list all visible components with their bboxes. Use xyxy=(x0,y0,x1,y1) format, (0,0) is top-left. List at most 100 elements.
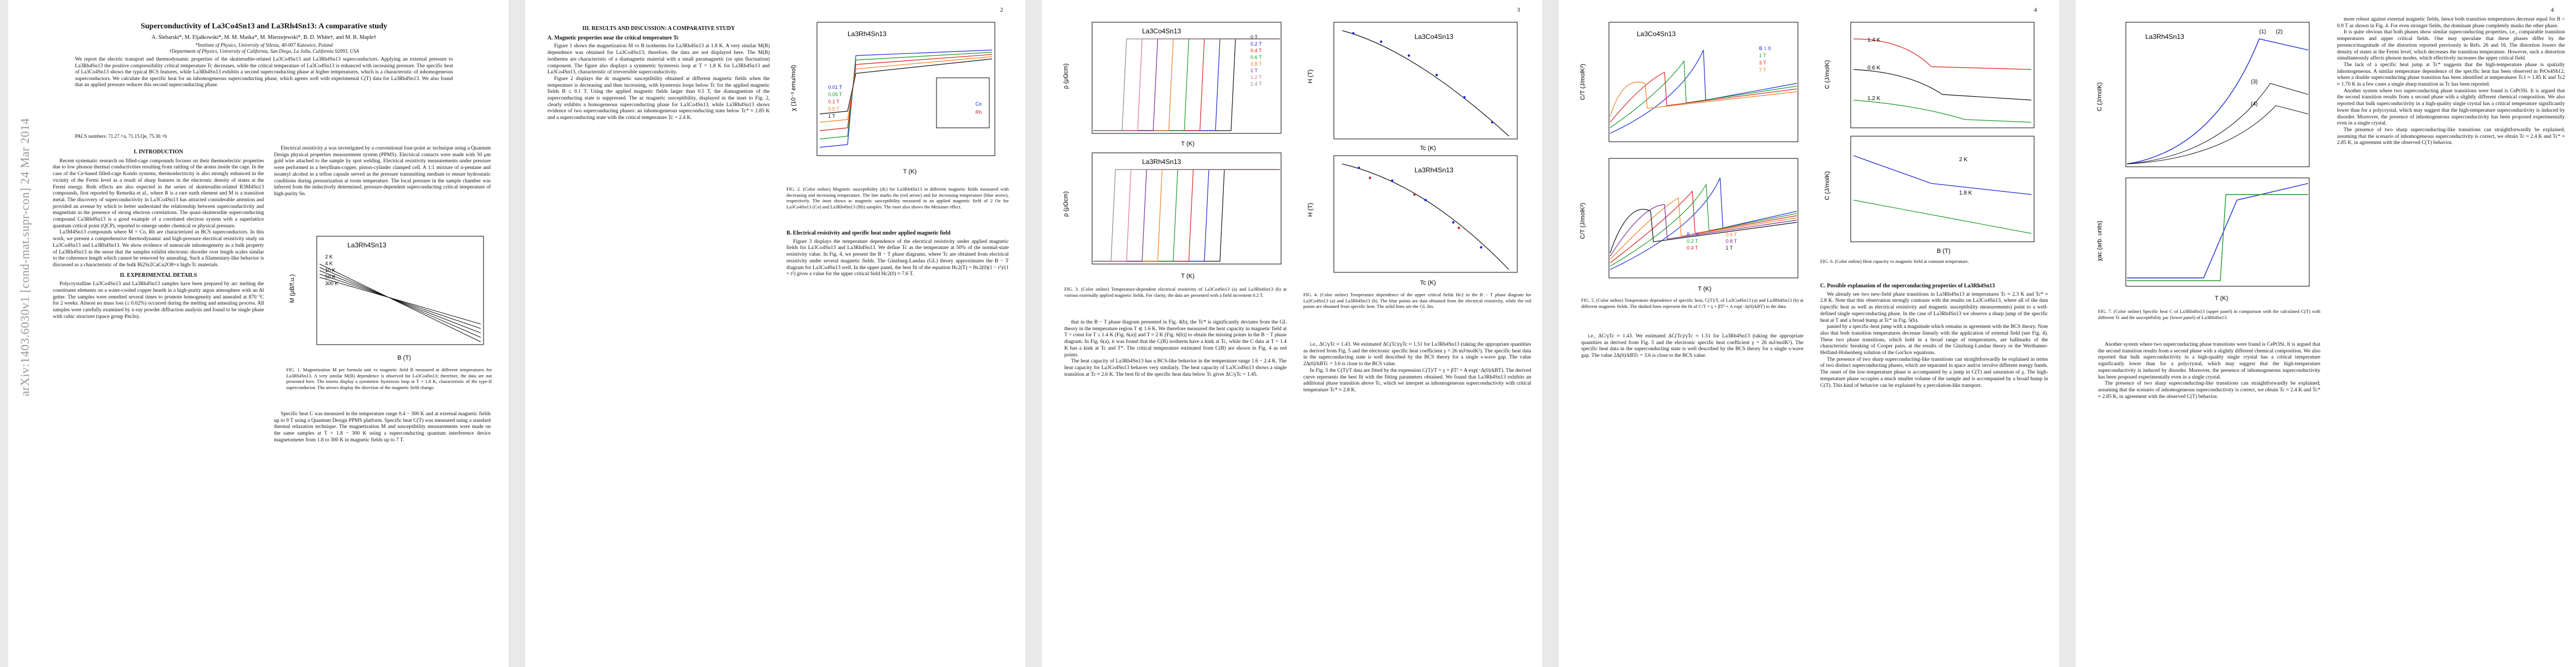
legend-item: 0.01 T xyxy=(828,84,843,90)
figure-5-caption: FIG. 5. (Color online) Temperature depen… xyxy=(1581,297,1803,309)
x-axis-label: T (K) xyxy=(1181,141,1194,147)
data-point xyxy=(1352,32,1355,35)
paragraph: Specific heat C was measured in the temp… xyxy=(274,411,491,443)
y-axis-label: ρ (μΩcm) xyxy=(1063,191,1069,217)
series-line xyxy=(1853,38,2032,70)
y-axis-label: ρ (μΩcm) xyxy=(1063,63,1069,89)
legend-item: 1.2 T xyxy=(1250,74,1262,80)
curve-label: 1.8 K xyxy=(1959,190,1972,196)
y-axis-label: χac (arb. units) xyxy=(2096,221,2103,261)
series-line xyxy=(2126,38,2309,165)
arxiv-stamp: arXiv:1403.6030v1 [cond-mat.supr-con] 24… xyxy=(18,118,32,396)
subsection-heading: B. Electrical resistivity and specific h… xyxy=(786,230,951,236)
legend-item: 1 T xyxy=(1726,245,1733,251)
data-point xyxy=(1413,193,1416,196)
column-left: III. RESULTS AND DISCUSSION: A COMPARATI… xyxy=(547,22,770,656)
section-heading: III. RESULTS AND DISCUSSION: A COMPARATI… xyxy=(582,26,735,32)
data-point xyxy=(1435,73,1438,77)
series-line xyxy=(1610,183,1797,267)
page-number: 3 xyxy=(1517,7,1521,13)
series-line xyxy=(2127,183,2309,278)
y-axis-label: H (T) xyxy=(1307,203,1314,217)
paragraph: panied by a specific-heat jump with a ma… xyxy=(1820,324,2048,356)
section-heading: II. EXPERIMENTAL DETAILS xyxy=(119,272,197,278)
column-left: that in the B − T phase diagram presente… xyxy=(1064,320,1287,656)
legend-item: 10 K xyxy=(325,267,336,273)
plot-frame xyxy=(316,236,484,345)
legend-a: B = 0 1 T 3 T 7 T xyxy=(1759,46,1771,73)
column-right-top: Electrical resistivity ρ was investigate… xyxy=(274,146,491,229)
x-axis-label: T (K) xyxy=(903,168,916,175)
data-point xyxy=(1407,54,1411,57)
figure-title: La3Rh4Sn13 xyxy=(848,30,886,38)
legend-item: 1 T xyxy=(1250,68,1258,73)
y-axis-label: M (μB/f.u.) xyxy=(289,274,296,303)
paragraph: We already see two new-field phase trans… xyxy=(1820,291,2048,323)
curve-label: (2) xyxy=(2276,29,2283,35)
series-line xyxy=(1093,169,1280,262)
figure-3-caption: FIG. 3. (Color online) Temperature-depen… xyxy=(1064,286,1287,298)
plot-frame-a xyxy=(1092,22,1282,134)
figure-4: La3Co4Sn13 La3Rh4Sn13 H (T) H (T) Tc (K)… xyxy=(1307,22,1518,286)
series-line xyxy=(1093,169,1280,262)
plot-frame-b xyxy=(1333,155,1518,273)
data-point xyxy=(1457,226,1461,230)
data-point xyxy=(1368,176,1372,180)
affiliations: *Institute of Physics, University of Sil… xyxy=(53,42,475,54)
legend-item: B = 0 xyxy=(1759,46,1771,51)
paragraph: that in the B − T phase diagram presente… xyxy=(1064,320,1287,358)
paragraph: more robust against external magnetic fi… xyxy=(2337,17,2565,29)
series-line xyxy=(1093,169,1280,262)
x-axis-label: T (K) xyxy=(2215,295,2228,302)
plot-frame-b xyxy=(1608,158,1798,278)
series-line xyxy=(1610,190,1797,263)
panel-title: La3Co4Sn13 xyxy=(1142,27,1181,35)
paragraph: Polycrystalline La3Co4Sn13 and La3Rh4Sn1… xyxy=(53,281,264,320)
panel-title: La3Co4Sn13 xyxy=(1414,33,1453,41)
author-list: A. Ślebarski*, M. Fijałkowski*, M. M. Ma… xyxy=(151,34,377,41)
series-line xyxy=(1610,204,1797,257)
series-line xyxy=(319,263,481,342)
legend-item: 0.1 T xyxy=(828,99,840,104)
x-axis-label: B (T) xyxy=(1937,248,1950,255)
y-axis-label: H (T) xyxy=(1307,69,1314,83)
data-point xyxy=(1491,121,1494,124)
affiliation-2: †Department of Physics, University of Ca… xyxy=(169,48,359,54)
paragraph: i.e., ΔC/γTc ≈ 1.43. We estimated ΔC(Tc)… xyxy=(1581,334,1803,359)
pacs-numbers: PACS numbers: 71.27.+a, 71.15.Qe, 75.30.… xyxy=(75,133,167,139)
section-heading: I. INTRODUCTION xyxy=(133,149,183,155)
subsection-heading: A. Magnetic properties near the critical… xyxy=(547,34,679,41)
column-right: more robust against external magnetic fi… xyxy=(2337,17,2565,656)
paragraph: Electrical resistivity ρ was investigate… xyxy=(274,146,491,197)
abstract: We report the electric transport and the… xyxy=(75,57,453,88)
paragraph: The lack of a specific heat jump at Tc* … xyxy=(2337,62,2565,88)
paragraph: La3M4Sn13 compounds where M = Co, Rh are… xyxy=(53,230,264,268)
legend-item: 0 T xyxy=(1250,34,1258,40)
legend-item: 0.5 T xyxy=(828,106,840,112)
series-line xyxy=(1093,169,1280,262)
figure-1: La3Rh4Sn13 M (μB/f.u.) B (T) 2 K 4 K 10 … xyxy=(289,236,484,361)
x-axis-label: T (K) xyxy=(1181,273,1194,280)
legend-item: 1 T xyxy=(828,113,835,119)
paragraph: In Fig. 5 the C(T)/T data are fitted by … xyxy=(1303,367,1531,393)
paragraph: It is quite obvious that both phases sho… xyxy=(2337,29,2565,62)
legend-item: 1.4 T xyxy=(1250,81,1262,87)
figure-7-caption: FIG. 7. (Color online) Specific heat C o… xyxy=(2098,308,2320,320)
y-axis-label: C (J/molK) xyxy=(2096,82,2103,111)
data-point xyxy=(1479,246,1483,249)
series-line xyxy=(1093,169,1280,262)
curve-label: 2 K xyxy=(1959,157,1967,163)
series-line xyxy=(1610,208,1797,253)
legend-item: 2 K xyxy=(325,254,333,260)
series-line xyxy=(1093,169,1280,262)
column-right-bottom: Specific heat C was measured in the temp… xyxy=(274,411,491,656)
paragraph: The presence of two sharp superconductin… xyxy=(2098,381,2320,400)
column-right: B. Electrical resistivity and specific h… xyxy=(786,228,1009,656)
page-number: 4 xyxy=(2034,7,2037,13)
curve-label: 0.6 K xyxy=(1867,65,1881,71)
plot-frame-b xyxy=(1850,136,2035,242)
column-left: Another system where two superconducting… xyxy=(2098,342,2320,656)
curve-label: 1.2 K xyxy=(1867,96,1881,102)
series-line xyxy=(319,273,481,329)
series-line xyxy=(1610,177,1797,270)
